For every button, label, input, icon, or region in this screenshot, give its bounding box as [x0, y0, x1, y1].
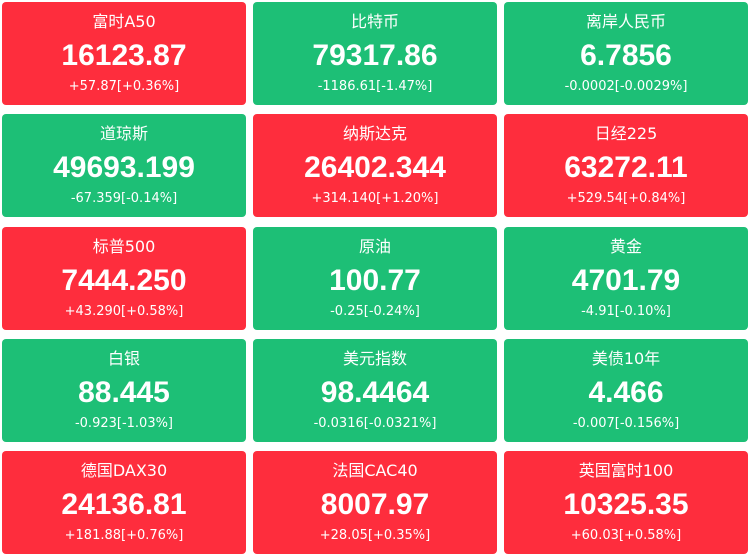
quote-tile[interactable]: 纳斯达克 26402.344 +314.140[+1.20%] — [253, 114, 497, 218]
quote-value: 88.445 — [78, 375, 170, 409]
quote-tile[interactable]: 比特币 79317.86 -1186.61[-1.47%] — [253, 2, 497, 105]
quote-value: 100.77 — [329, 263, 421, 297]
quote-value: 7444.250 — [61, 263, 187, 297]
quote-tile[interactable]: 标普500 7444.250 +43.290[+0.58%] — [2, 226, 246, 330]
quote-name: 比特币 — [350, 12, 399, 31]
quote-name: 美元指数 — [342, 348, 407, 368]
quote-change: -0.923[-1.03%] — [74, 415, 174, 431]
quote-change: +529.54[+0.84%] — [566, 191, 686, 207]
quote-change: +60.03[+0.58%] — [570, 528, 682, 544]
quote-name: 美债10年 — [591, 348, 661, 368]
quote-value: 8007.97 — [320, 488, 430, 522]
quote-name: 白银 — [107, 348, 140, 368]
quote-change: +28.05[+0.35%] — [319, 528, 431, 544]
quote-value: 26402.344 — [304, 151, 446, 185]
quote-value: 10325.35 — [563, 488, 689, 522]
quote-name: 德国DAX30 — [80, 461, 168, 481]
quote-change: -0.007[-0.156%] — [572, 415, 680, 431]
quote-name: 日经225 — [594, 124, 658, 144]
quote-tile[interactable]: 法国CAC40 8007.97 +28.05[+0.35%] — [253, 451, 497, 555]
quote-tile[interactable]: 富时A50 16123.87 +57.87[+0.36%] — [2, 2, 246, 105]
quote-tile[interactable]: 美元指数 98.4464 -0.0316[-0.0321%] — [253, 338, 497, 442]
quote-change: -67.359[-0.14%] — [70, 191, 178, 207]
quote-change: +181.88[+0.76%] — [64, 528, 184, 544]
quote-value: 63272.11 — [564, 151, 688, 185]
quote-name: 富时A50 — [92, 12, 156, 31]
quote-tile[interactable]: 白银 88.445 -0.923[-1.03%] — [2, 338, 246, 442]
quote-name: 原油 — [358, 236, 391, 256]
quote-change: +57.87[+0.36%] — [68, 79, 180, 94]
quote-tile[interactable]: 离岸人民币 6.7856 -0.0002[-0.0029%] — [504, 2, 748, 105]
quote-tile[interactable]: 德国DAX30 24136.81 +181.88[+0.76%] — [2, 451, 246, 555]
quote-tile[interactable]: 原油 100.77 -0.25[-0.24%] — [253, 226, 497, 330]
quote-value: 4.466 — [588, 375, 664, 409]
quote-tile[interactable]: 美债10年 4.466 -0.007[-0.156%] — [504, 338, 748, 442]
quote-tile[interactable]: 道琼斯 49693.199 -67.359[-0.14%] — [2, 114, 246, 218]
quote-change: -0.25[-0.24%] — [330, 303, 420, 319]
quote-value: 49693.199 — [53, 151, 195, 185]
quote-name: 标普500 — [92, 236, 156, 256]
quote-value: 24136.81 — [61, 488, 187, 522]
quote-value: 16123.87 — [61, 39, 187, 72]
quote-tile[interactable]: 黄金 4701.79 -4.91[-0.10%] — [504, 226, 748, 330]
quote-value: 4701.79 — [571, 263, 681, 297]
quote-change: -4.91[-0.10%] — [581, 303, 671, 319]
quote-name: 纳斯达克 — [342, 124, 407, 144]
quote-change: +43.290[+0.58%] — [64, 303, 184, 319]
quote-value: 79317.86 — [312, 39, 438, 72]
quote-name: 道琼斯 — [99, 124, 148, 144]
quote-change: -0.0316[-0.0321%] — [313, 415, 437, 431]
quote-tile[interactable]: 英国富时100 10325.35 +60.03[+0.58%] — [504, 451, 748, 555]
quote-change: +314.140[+1.20%] — [311, 191, 439, 207]
quote-name: 英国富时100 — [578, 461, 674, 481]
quote-value: 98.4464 — [320, 375, 430, 409]
quote-value: 6.7856 — [580, 39, 672, 72]
quote-name: 黄金 — [609, 236, 642, 256]
quote-name: 离岸人民币 — [585, 12, 666, 31]
quote-change: -1186.61[-1.47%] — [317, 79, 433, 94]
quote-change: -0.0002[-0.0029%] — [564, 79, 688, 94]
quote-name: 法国CAC40 — [332, 461, 418, 481]
quote-tile[interactable]: 日经225 63272.11 +529.54[+0.84%] — [504, 114, 748, 218]
